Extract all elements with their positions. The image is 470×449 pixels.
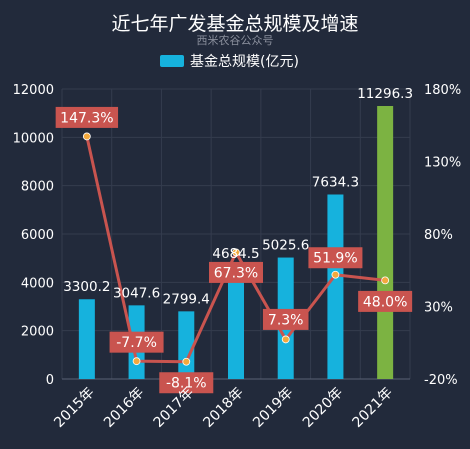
chart-title: 近七年广发基金总规模及增速 [111, 13, 359, 35]
y-left-tick-label: 12000 [13, 83, 54, 98]
growth-label-box [55, 106, 119, 128]
legend-swatch [160, 55, 184, 67]
line-point [82, 132, 91, 141]
bar [327, 194, 344, 379]
x-tick-label: 2021年 [350, 385, 396, 431]
line-point [182, 357, 191, 366]
y-right-tick-label: 80% [424, 228, 453, 243]
x-tick-label: 2020年 [300, 385, 346, 431]
bar-value-label: 5025.6 [262, 238, 309, 254]
growth-label: -8.1% [166, 376, 207, 392]
legend: 基金总规模(亿元) [160, 51, 299, 71]
line-point [331, 270, 340, 279]
line-point [132, 357, 141, 366]
line-point [381, 276, 390, 285]
legend-label: 基金总规模(亿元) [190, 54, 299, 70]
bar [78, 299, 95, 379]
y-right-tick-label: 130% [424, 156, 461, 171]
growth-label: 67.3% [214, 265, 258, 281]
line-point [281, 335, 290, 344]
bar [377, 106, 394, 380]
y-left-tick-label: 2000 [21, 325, 54, 340]
bar-value-label: 7634.3 [312, 175, 359, 191]
y-right-tick-label: 180% [424, 83, 461, 98]
line-point [232, 248, 240, 257]
y-left-tick-label: 6000 [21, 228, 54, 243]
y-left-tick-label: 8000 [21, 180, 54, 195]
growth-label-box [159, 372, 214, 394]
growth-label: 147.3% [60, 110, 113, 126]
bar-value-label: 3047.6 [113, 285, 160, 301]
y-right-tick-label: -20% [424, 373, 458, 388]
growth-label-box [308, 247, 363, 269]
growth-label-box [109, 331, 164, 353]
bar-value-label: 2799.4 [163, 291, 210, 307]
growth-label: 7.3% [268, 312, 304, 328]
bar [178, 311, 195, 379]
bar-value-label: 11296.3 [357, 86, 413, 102]
y-left-tick-label: 10000 [13, 131, 54, 146]
y-left-tick-label: 4000 [21, 276, 54, 291]
x-tick-label: 2015年 [51, 385, 97, 431]
y-right-tick-label: 30% [424, 301, 453, 316]
y-left-tick-label: 0 [46, 373, 54, 388]
growth-label-box [262, 308, 309, 330]
bar-value-label: 4684.5 [212, 246, 259, 262]
growth-label-box [358, 290, 413, 312]
x-tick-label: 2016年 [101, 385, 147, 431]
bar-value-label: 3300.2 [63, 279, 110, 295]
growth-label: 48.0% [363, 294, 407, 310]
bar [228, 265, 244, 379]
growth-label: 51.9% [313, 251, 357, 267]
x-tick-label: 2019年 [250, 385, 296, 431]
watermark-text: 西米农谷公众号 [196, 34, 274, 47]
growth-label-box [209, 261, 263, 283]
growth-label: -7.7% [116, 335, 157, 351]
